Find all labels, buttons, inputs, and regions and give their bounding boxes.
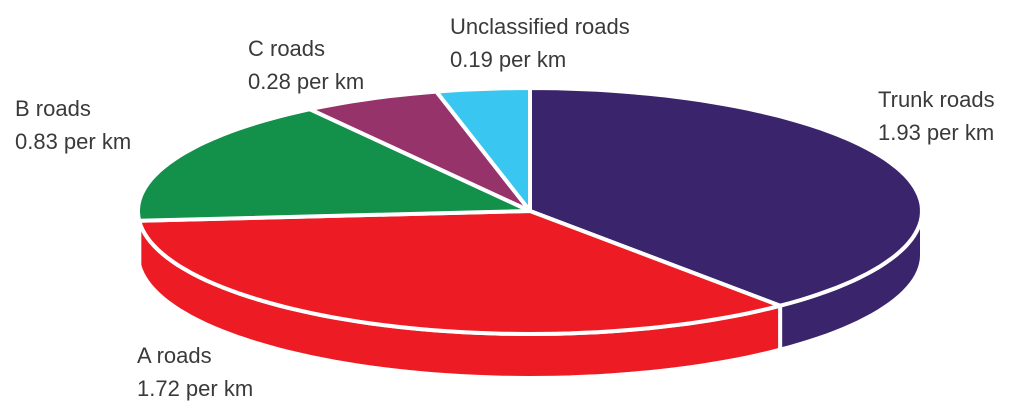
pie-slice (528, 86, 924, 308)
pie-slice (137, 209, 783, 336)
slice-value-label: 1.93 per km (878, 120, 994, 145)
slice-label: B roads (15, 96, 91, 121)
pie-slice (136, 107, 532, 223)
slice-value-label: 0.83 per km (15, 129, 131, 154)
pie-slice (307, 89, 532, 213)
slice-value-label: 0.19 per km (450, 47, 566, 72)
slice-label: C roads (248, 36, 325, 61)
slice-label: Unclassified roads (450, 14, 630, 39)
slice-label: Trunk roads (878, 87, 995, 112)
slice-label: A roads (137, 343, 212, 368)
slice-value-label: 1.72 per km (137, 376, 253, 401)
slice-value-label: 0.28 per km (248, 69, 364, 94)
pie-slice (434, 86, 532, 213)
